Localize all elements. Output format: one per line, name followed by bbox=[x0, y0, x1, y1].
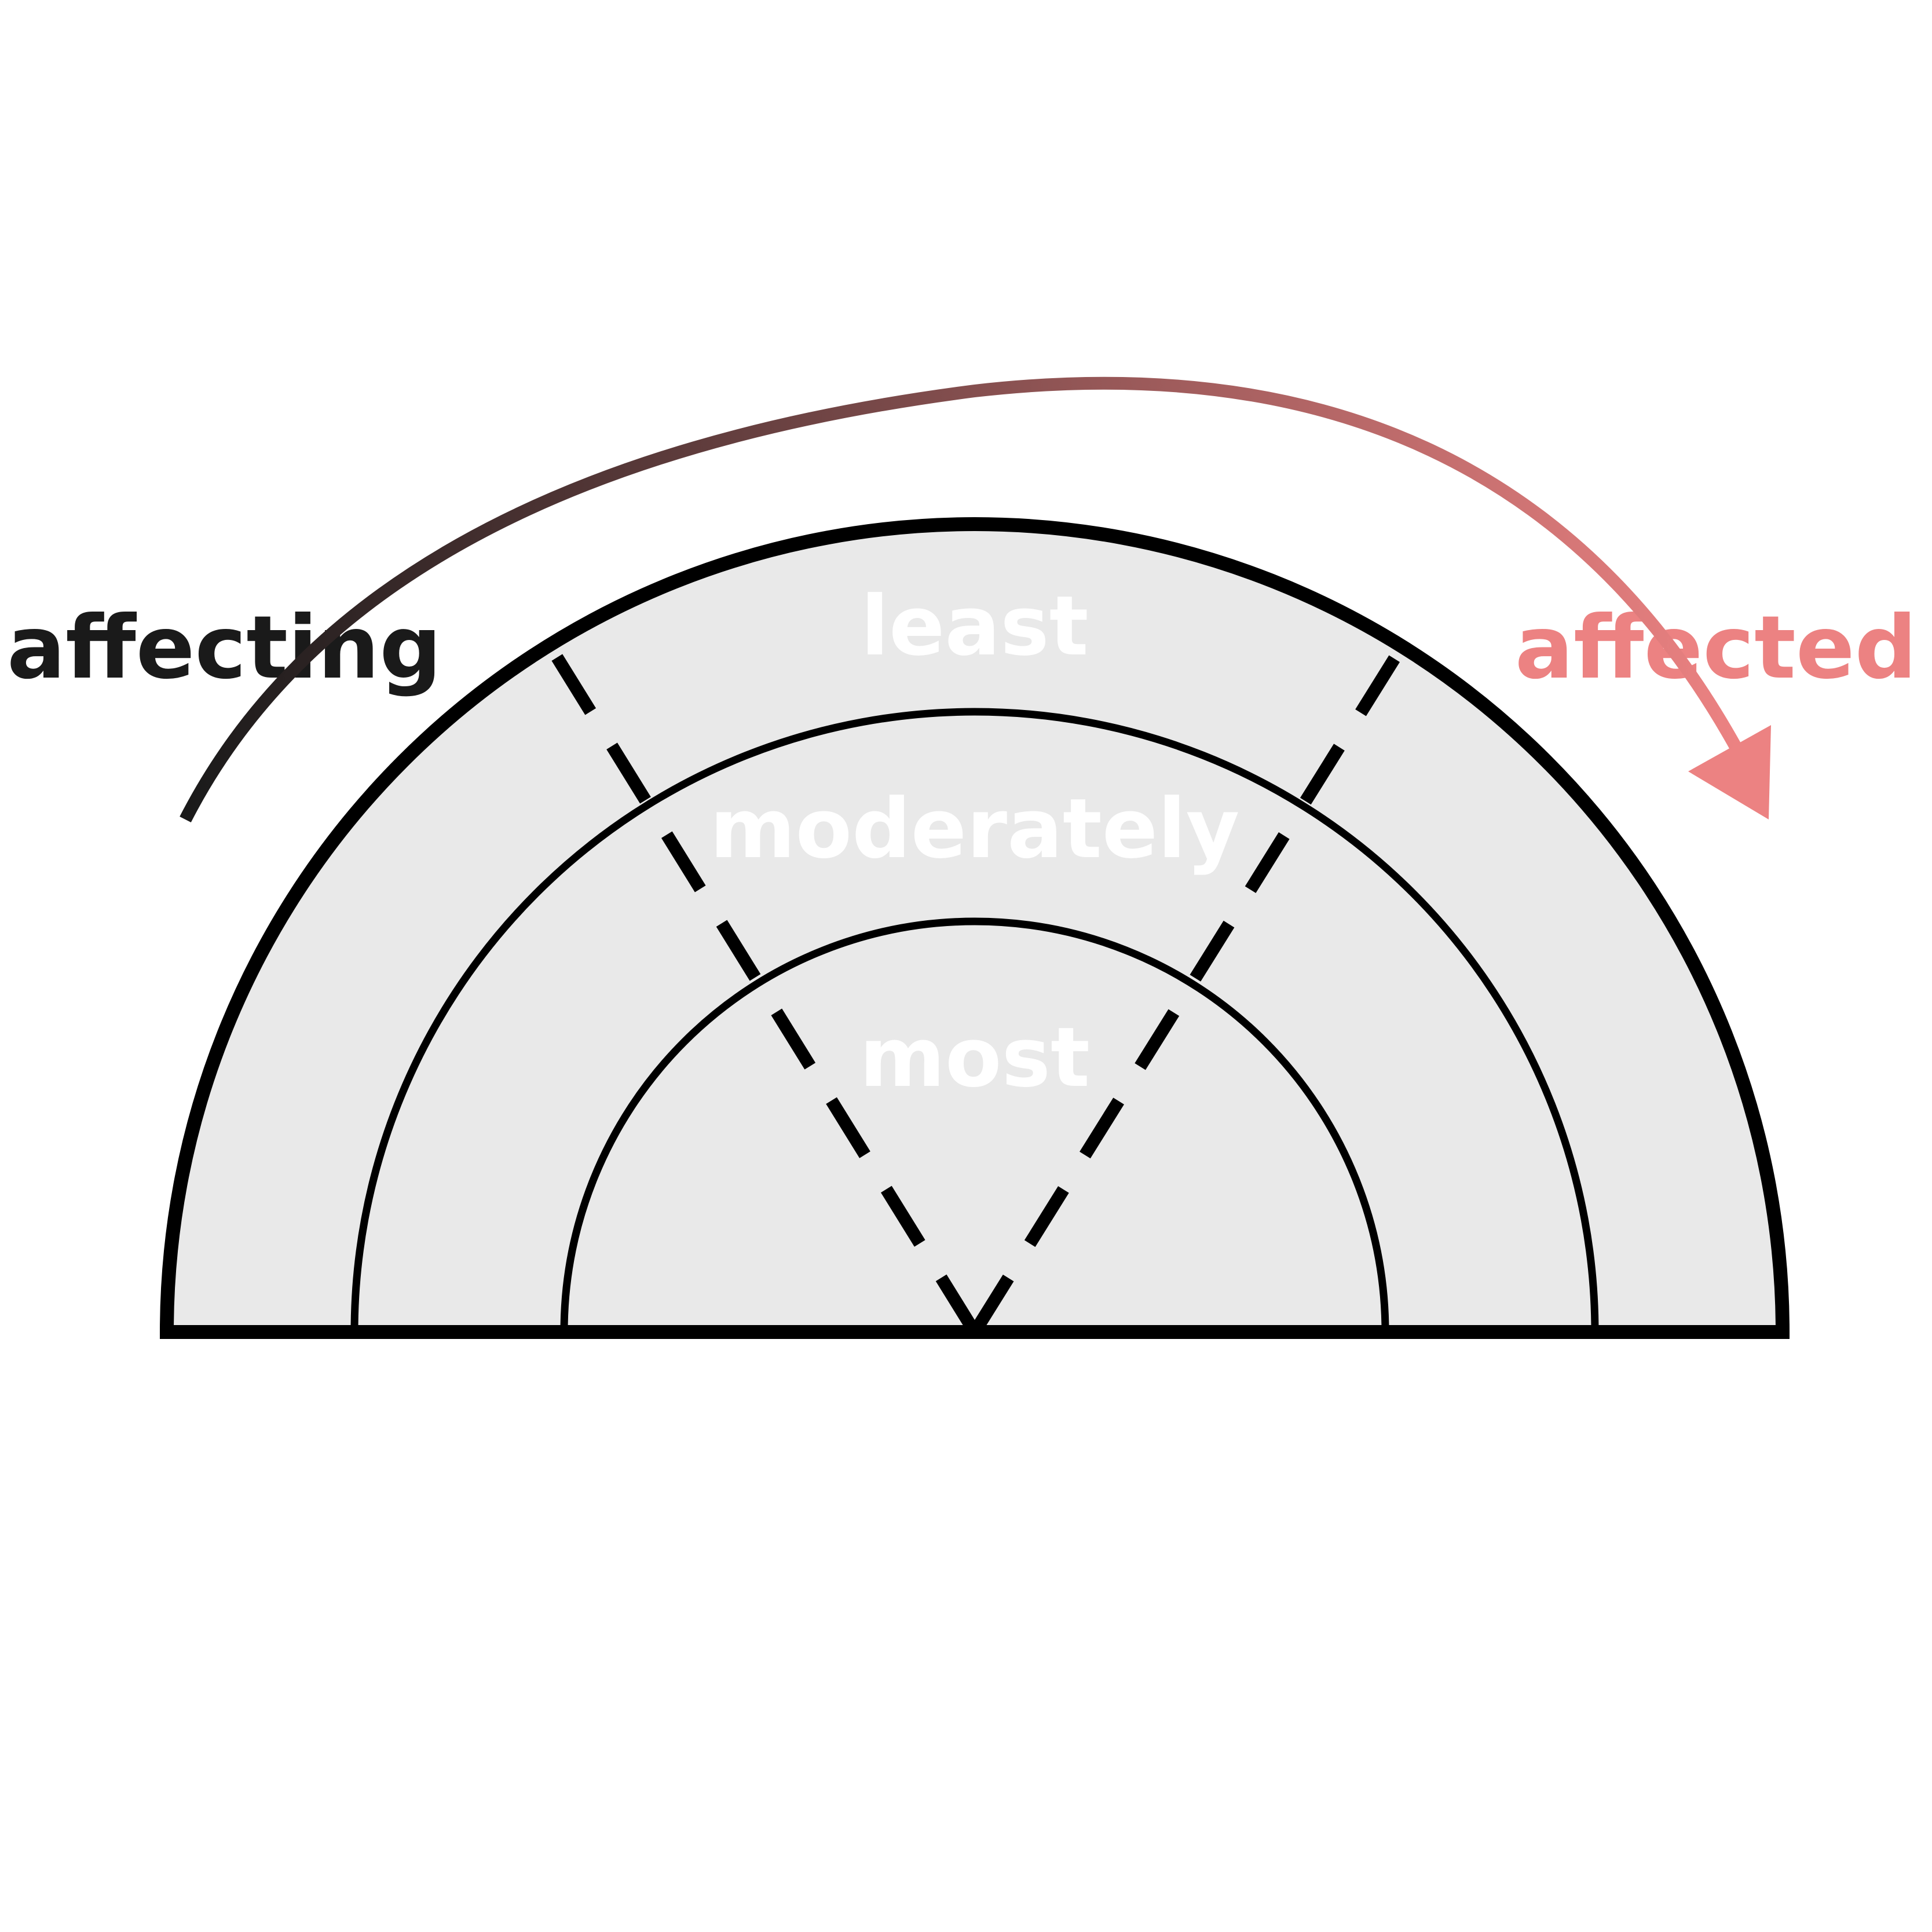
arrowhead-icon bbox=[1688, 725, 1771, 819]
middle-ring-arc bbox=[350, 708, 1599, 1333]
curved-arrow-shaft bbox=[180, 376, 1743, 823]
left-dashed-line bbox=[541, 638, 980, 1335]
inner-ring-label: most bbox=[859, 1010, 1090, 1106]
affected-label: affected bbox=[1515, 598, 1917, 698]
inner-ring-arc bbox=[560, 917, 1389, 1333]
right-dashed-line bbox=[969, 638, 1411, 1335]
outer-semicircle bbox=[159, 517, 1790, 1339]
middle-ring-label: moderately bbox=[710, 781, 1240, 877]
affecting-label: affecting bbox=[7, 598, 442, 698]
outer-ring-label: least bbox=[861, 579, 1088, 674]
